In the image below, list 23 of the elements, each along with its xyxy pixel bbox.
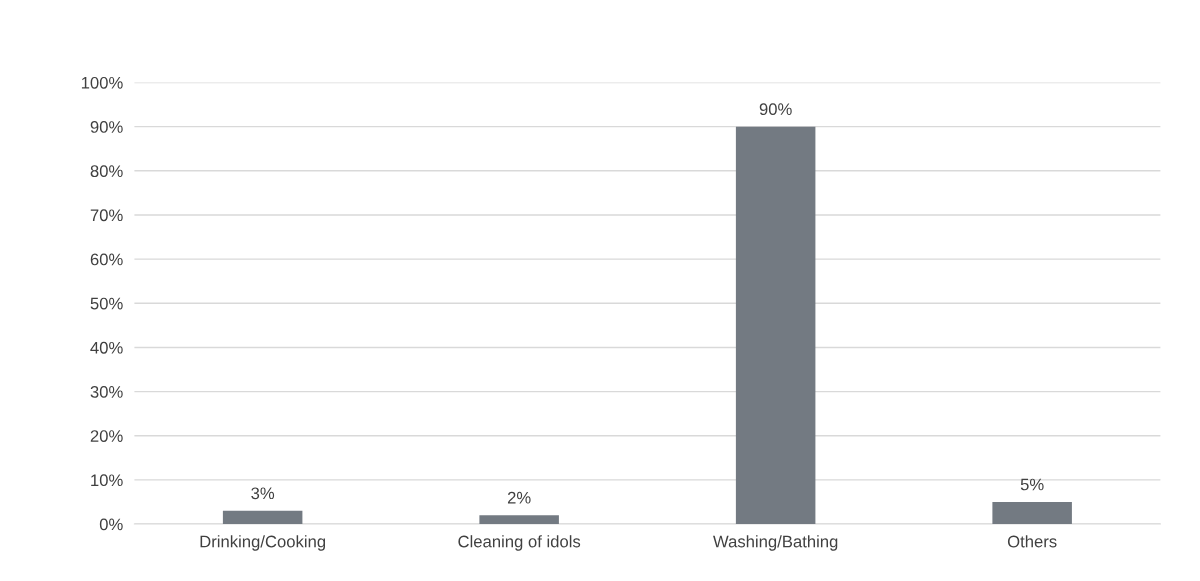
y-tick-label: 10% (91, 474, 123, 487)
data-label: 3% (251, 487, 275, 500)
y-tick-label: 80% (90, 165, 123, 178)
data-label: 90% (759, 103, 792, 116)
x-tick-label: Cleaning of idols (458, 535, 581, 551)
bar (222, 510, 303, 525)
bar (735, 126, 816, 525)
y-tick-label: 70% (90, 209, 123, 222)
y-tick-label: 60% (90, 253, 123, 266)
y-tick-label: 90% (90, 121, 123, 133)
bar (992, 501, 1072, 525)
x-tick-label: Washing/Bathing (713, 535, 838, 551)
y-tick-label: 0% (99, 518, 123, 531)
y-tick-label: 20% (90, 430, 123, 442)
data-label: 5% (1020, 478, 1044, 491)
y-tick-label: 40% (90, 341, 123, 354)
x-tick-label: Others (1007, 535, 1057, 548)
y-tick-label: 50% (90, 297, 123, 310)
y-tick-label: 100% (81, 76, 123, 89)
data-label: 2% (507, 491, 531, 504)
x-tick-label: Drinking/Cooking (200, 535, 326, 551)
y-tick-label: 30% (90, 386, 123, 398)
bar (479, 515, 559, 525)
